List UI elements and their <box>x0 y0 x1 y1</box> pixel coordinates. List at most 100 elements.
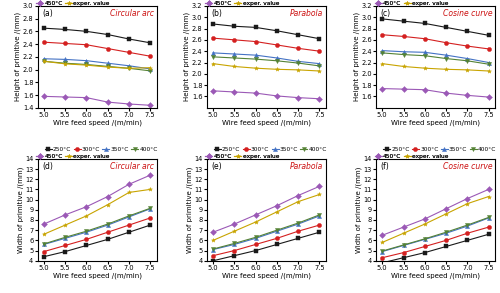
350°C <box>379 49 385 52</box>
450°C <box>252 91 258 95</box>
Text: (e): (e) <box>212 162 222 171</box>
400°C <box>232 56 237 60</box>
Line: exper. value: exper. value <box>380 62 490 73</box>
350°C <box>464 224 470 228</box>
X-axis label: Wire feed speed /(m/min): Wire feed speed /(m/min) <box>391 272 480 279</box>
300°C <box>295 47 301 50</box>
Line: 300°C: 300°C <box>380 33 490 51</box>
350°C <box>274 229 280 233</box>
250°C <box>41 26 47 30</box>
300°C <box>464 44 470 48</box>
450°C <box>464 93 470 97</box>
Line: 250°C: 250°C <box>380 17 490 38</box>
350°C <box>400 244 406 247</box>
exper. value <box>443 212 449 216</box>
Text: (c): (c) <box>380 9 391 18</box>
250°C <box>41 255 47 258</box>
450°C <box>316 97 322 100</box>
exper. value <box>126 67 132 70</box>
Text: Cosine curve: Cosine curve <box>443 162 492 171</box>
exper. value <box>252 67 258 70</box>
exper. value <box>464 202 470 205</box>
400°C <box>252 236 258 239</box>
Line: exper. value: exper. value <box>42 187 152 236</box>
Y-axis label: Height of primitive /(mm): Height of primitive /(mm) <box>15 12 22 101</box>
Text: Circular arc: Circular arc <box>110 9 154 18</box>
Y-axis label: Width of primitive /(mm): Width of primitive /(mm) <box>17 167 24 253</box>
exper. value <box>316 69 322 73</box>
450°C <box>84 205 89 209</box>
Legend: 450°C, exper. value: 450°C, exper. value <box>206 1 279 6</box>
450°C <box>210 89 216 93</box>
350°C <box>443 53 449 57</box>
450°C <box>400 225 406 229</box>
450°C <box>422 88 428 91</box>
250°C <box>464 30 470 33</box>
Line: 250°C: 250°C <box>211 230 322 263</box>
250°C <box>126 37 132 41</box>
450°C <box>126 183 132 186</box>
400°C <box>464 223 470 227</box>
exper. value <box>210 62 216 65</box>
exper. value <box>104 203 110 207</box>
exper. value <box>62 62 68 66</box>
350°C <box>252 53 258 57</box>
300°C <box>400 35 406 38</box>
Legend: 450°C, exper. value: 450°C, exper. value <box>36 154 110 159</box>
450°C <box>41 222 47 226</box>
Line: exper. value: exper. value <box>211 193 322 243</box>
450°C <box>443 91 449 95</box>
exper. value <box>252 220 258 224</box>
350°C <box>104 223 110 227</box>
450°C <box>252 213 258 217</box>
Text: Cosine curve: Cosine curve <box>443 9 492 18</box>
450°C <box>41 95 47 98</box>
300°C <box>232 249 237 252</box>
300°C <box>274 236 280 240</box>
300°C <box>62 244 68 247</box>
300°C <box>316 223 322 227</box>
250°C <box>422 251 428 254</box>
300°C <box>422 37 428 40</box>
400°C <box>295 61 301 65</box>
Y-axis label: Width of primitive /(mm): Width of primitive /(mm) <box>186 167 192 253</box>
450°C <box>274 94 280 98</box>
450°C <box>486 188 492 191</box>
exper. value <box>464 68 470 71</box>
350°C <box>41 243 47 246</box>
Y-axis label: Height of primitive /(mm): Height of primitive /(mm) <box>353 12 360 101</box>
350°C <box>252 236 258 240</box>
exper. value <box>41 233 47 236</box>
250°C <box>210 22 216 26</box>
Legend: 450°C, exper. value: 450°C, exper. value <box>206 154 279 159</box>
350°C <box>41 57 47 61</box>
Y-axis label: Width of primitive /(mm): Width of primitive /(mm) <box>356 167 362 253</box>
300°C <box>443 239 449 242</box>
Line: 250°C: 250°C <box>380 232 490 265</box>
Line: 300°C: 300°C <box>380 225 490 260</box>
400°C <box>126 67 132 70</box>
exper. value <box>379 62 385 65</box>
Text: (b): (b) <box>212 9 222 18</box>
250°C <box>84 244 89 247</box>
Line: 250°C: 250°C <box>211 22 322 41</box>
350°C <box>232 52 237 56</box>
450°C <box>62 213 68 217</box>
400°C <box>84 63 89 66</box>
400°C <box>422 54 428 57</box>
300°C <box>126 51 132 54</box>
450°C <box>464 197 470 200</box>
300°C <box>104 231 110 234</box>
250°C <box>443 245 449 248</box>
exper. value <box>486 195 492 198</box>
Line: 300°C: 300°C <box>42 216 152 254</box>
Line: exper. value: exper. value <box>211 62 322 73</box>
250°C <box>126 231 132 234</box>
400°C <box>210 55 216 59</box>
350°C <box>148 67 154 71</box>
Text: Parabola: Parabola <box>290 9 324 18</box>
Line: 250°C: 250°C <box>42 26 152 45</box>
300°C <box>210 254 216 258</box>
350°C <box>126 64 132 67</box>
450°C <box>210 231 216 234</box>
